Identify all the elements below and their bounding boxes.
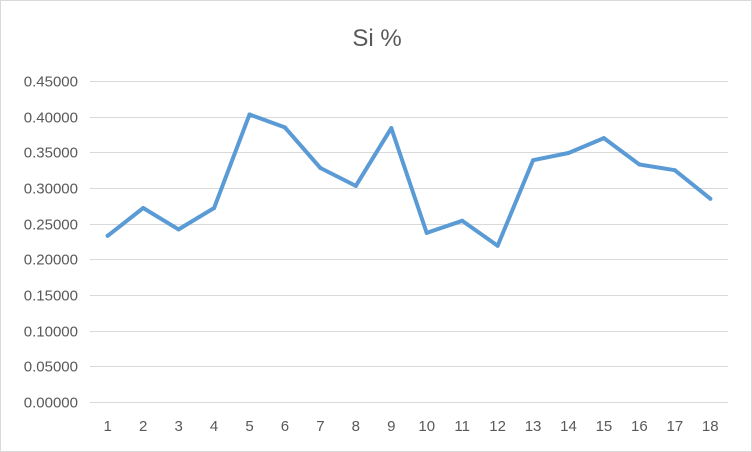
x-tick-label: 10 xyxy=(418,418,435,435)
data-point xyxy=(212,206,217,210)
x-tick-label: 16 xyxy=(631,418,648,435)
series-line xyxy=(105,112,713,248)
data-point xyxy=(389,126,394,131)
y-tick-label: 0.45000 xyxy=(24,74,78,91)
x-tick-label: 7 xyxy=(316,418,324,435)
x-tick-label: 13 xyxy=(525,418,542,435)
data-point xyxy=(105,233,110,238)
x-tick-label: 14 xyxy=(560,418,577,435)
y-tick-label: 0.35000 xyxy=(24,145,78,162)
x-tick-label: 12 xyxy=(489,418,506,435)
data-point xyxy=(176,227,181,232)
x-tick-label: 6 xyxy=(281,418,289,435)
data-point xyxy=(247,112,252,117)
x-tick-label: 4 xyxy=(210,418,218,435)
data-point xyxy=(460,218,465,223)
y-tick-label: 0.40000 xyxy=(24,110,78,127)
x-tick-label: 1 xyxy=(104,418,112,435)
x-tick-label: 18 xyxy=(702,418,719,435)
y-tick-label: 0.00000 xyxy=(24,395,78,412)
data-point xyxy=(318,166,323,170)
y-tick-label: 0.30000 xyxy=(24,181,78,198)
data-point xyxy=(495,243,500,248)
data-point xyxy=(566,151,571,155)
x-tick-label: 9 xyxy=(387,418,395,435)
data-point xyxy=(424,230,429,235)
y-tick-label: 0.05000 xyxy=(24,359,78,376)
y-tick-label: 0.25000 xyxy=(24,217,78,234)
y-tick-label: 0.20000 xyxy=(24,252,78,269)
y-tick-label: 0.10000 xyxy=(24,324,78,341)
series-group xyxy=(105,112,713,248)
data-point xyxy=(531,158,536,163)
chart-title: Si % xyxy=(352,25,401,52)
gridlines xyxy=(90,81,728,403)
x-tick-label: 2 xyxy=(139,418,147,435)
x-tick-label: 17 xyxy=(666,418,683,435)
data-point xyxy=(637,162,642,167)
y-axis-tick-labels: 0.00000 0.05000 0.10000 0.15000 0.20000 0.250… xyxy=(24,74,78,412)
data-point xyxy=(282,125,287,130)
x-tick-label: 3 xyxy=(174,418,182,435)
x-tick-label: 15 xyxy=(596,418,613,435)
data-point xyxy=(141,206,146,210)
data-point xyxy=(601,136,606,141)
data-point xyxy=(708,196,713,201)
x-axis-tick-labels: 1 2 3 4 5 6 7 8 9 10 11 12 13 14 15 16 17 18 xyxy=(104,418,719,435)
x-tick-label: 11 xyxy=(454,418,470,435)
data-point xyxy=(353,183,358,188)
x-tick-label: 8 xyxy=(352,418,360,435)
y-tick-label: 0.15000 xyxy=(24,288,78,305)
x-tick-label: 5 xyxy=(245,418,253,435)
data-point xyxy=(672,168,677,173)
